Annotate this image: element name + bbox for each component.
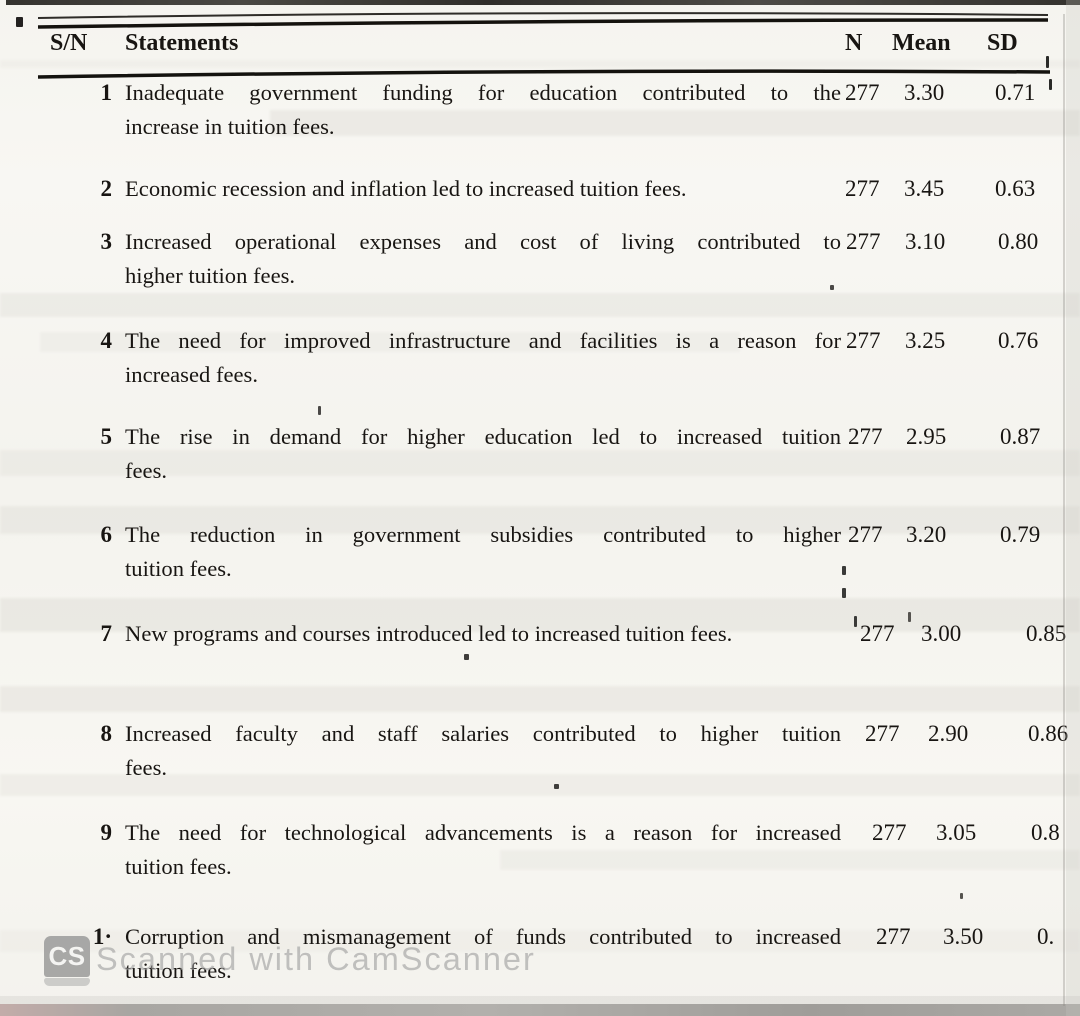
statement-line: The rise in demand for higher education … [125, 424, 841, 449]
statement-line: The need for technological advancements … [125, 820, 841, 845]
statement-text: Economic recession and inflation led to … [125, 172, 841, 206]
statement-line: increased fees. [125, 361, 258, 387]
row-number: 6 [100, 522, 113, 547]
sd-value: 0.86 [1028, 721, 1069, 746]
statement-text: New programs and courses introduced led … [125, 617, 841, 651]
mean-value: 3.20 [906, 522, 947, 547]
column-header-n: N [845, 30, 863, 56]
mean-value: 2.95 [906, 424, 947, 449]
camscanner-badge-tab [44, 978, 90, 986]
n-value: 277 [872, 820, 907, 845]
statement-line: Inadequate government funding for educat… [125, 80, 841, 105]
column-header-sd: SD [987, 30, 1018, 56]
statement-text: Inadequate government funding for educat… [125, 76, 841, 143]
row-number: 1 [100, 80, 113, 105]
sd-value: 0.85 [1026, 621, 1067, 646]
statement-text: The rise in demand for higher education … [125, 420, 841, 487]
mean-value: 3.10 [905, 229, 946, 254]
statement-line: tuition fees. [125, 853, 232, 879]
table-header-row: S/N Statements N Mean SD [0, 26, 1080, 60]
mean-value: 2.90 [928, 721, 969, 746]
scan-band [0, 60, 1080, 68]
sd-value: 0.63 [995, 176, 1036, 201]
statement-text: Increased faculty and staff salaries con… [125, 717, 841, 784]
statement-text: The need for improved infrastructure and… [125, 324, 841, 391]
scan-edge-bottom-soft [0, 996, 1080, 1004]
statement-line: fees. [125, 754, 168, 780]
mean-value: 3.50 [943, 924, 984, 949]
scan-edge-bottom-strip [0, 1004, 1080, 1016]
statement-text: Increased operational expenses and cost … [125, 225, 841, 292]
statement-line: Corruption and mismanagement of funds co… [125, 924, 841, 949]
scan-speck [318, 406, 321, 415]
statement-line: Increased faculty and staff salaries con… [125, 721, 841, 746]
sd-value: 0.71 [995, 80, 1036, 105]
sd-value: 0.87 [1000, 424, 1041, 449]
statement-line: increase in tuition fees. [125, 113, 335, 139]
row-number: 5 [100, 424, 113, 449]
statement-line: tuition fees. [125, 555, 232, 581]
statement-line: Economic recession and inflation led to … [125, 176, 687, 201]
scan-speck [1049, 79, 1052, 90]
n-value: 277 [845, 176, 880, 201]
n-value: 277 [876, 924, 911, 949]
n-value: 277 [865, 721, 900, 746]
statement-line: The need for improved infrastructure and… [125, 328, 841, 353]
row-number: 1· [92, 924, 112, 949]
scan-speck [842, 588, 846, 598]
statement-text: Corruption and mismanagement of funds co… [125, 920, 841, 987]
n-value: 277 [848, 424, 883, 449]
statement-text: The reduction in government subsidies co… [125, 518, 841, 585]
scan-speck [908, 612, 911, 622]
scan-speck [464, 654, 469, 660]
n-value: 277 [845, 80, 880, 105]
statement-text: The need for technological advancements … [125, 816, 841, 883]
mean-value: 3.05 [936, 820, 977, 845]
column-header-mean: Mean [892, 30, 951, 56]
row-number: 8 [100, 721, 113, 746]
row-number: 3 [100, 229, 113, 254]
sd-value: 0.8 [1031, 820, 1060, 845]
scan-edge-right-line [1063, 14, 1065, 1006]
scan-speck [842, 566, 846, 575]
scan-speck [960, 893, 963, 899]
row-number: 2 [100, 176, 113, 201]
sd-value: 0.79 [1000, 522, 1041, 547]
sd-value: 0.80 [998, 229, 1039, 254]
column-header-statements: Statements [125, 30, 239, 56]
scan-band [0, 293, 1080, 317]
column-header-sn: S/N [50, 30, 88, 56]
n-value: 277 [846, 328, 881, 353]
scan-band [0, 686, 1080, 712]
scan-speck [854, 616, 857, 627]
row-number: 7 [100, 621, 113, 646]
scan-speck [554, 784, 559, 789]
statement-line: Increased operational expenses and cost … [125, 229, 841, 254]
mean-value: 3.45 [904, 176, 945, 201]
statement-line: New programs and courses introduced led … [125, 621, 733, 646]
row-number: 9 [100, 820, 113, 845]
mean-value: 3.30 [904, 80, 945, 105]
mean-value: 3.00 [921, 621, 962, 646]
row-number: 4 [100, 328, 113, 353]
statement-line: fees. [125, 457, 168, 483]
n-value: 277 [846, 229, 881, 254]
statement-line: tuition fees. [125, 957, 232, 983]
sd-value: 0.76 [998, 328, 1039, 353]
sd-value: 0. [1037, 924, 1055, 949]
scan-edge-right-tint [1066, 0, 1080, 1016]
n-value: 277 [848, 522, 883, 547]
statement-line: higher tuition fees. [125, 262, 296, 288]
scan-edge-top-strip [6, 0, 1080, 5]
n-value: 277 [860, 621, 895, 646]
mean-value: 3.25 [905, 328, 946, 353]
statement-line: The reduction in government subsidies co… [125, 522, 841, 547]
